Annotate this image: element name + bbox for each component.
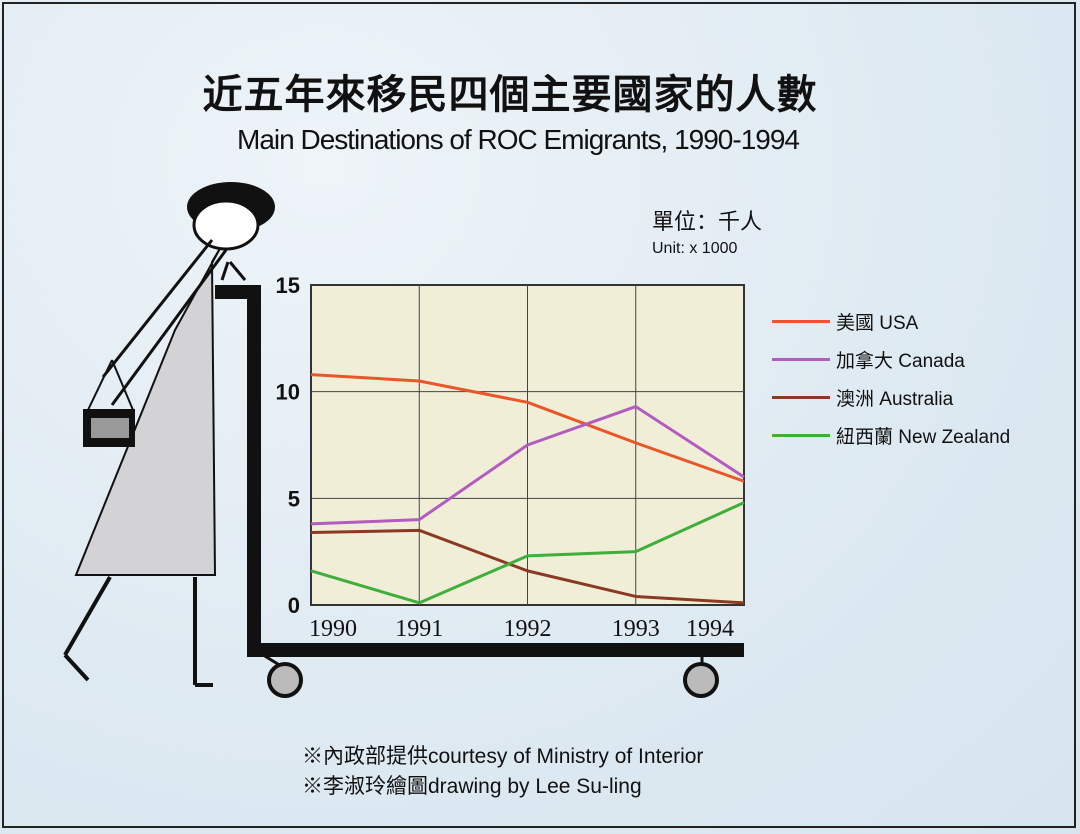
y-tick-label: 15 [276, 273, 300, 298]
legend-swatch-new-zealand [772, 434, 830, 437]
series-lines [310, 373, 745, 605]
legend-item-usa: 美國 USA [772, 306, 1072, 344]
x-tick-label: 1994 [686, 616, 734, 642]
legend-label-canada: 加拿大 Canada [836, 351, 965, 372]
x-axis-ticks: 1990 1991 1992 1993 1994 [309, 616, 734, 642]
x-tick-label: 1990 [309, 616, 357, 642]
legend-item-canada: 加拿大 Canada [772, 344, 1072, 382]
credits: ※內政部提供courtesy of Ministry of Interior ※… [302, 742, 703, 802]
series-line-0 [310, 373, 745, 483]
x-tick-label: 1992 [504, 616, 552, 642]
legend-swatch-usa [772, 320, 830, 323]
x-tick-label: 1991 [395, 616, 443, 642]
y-tick-label: 10 [276, 380, 300, 405]
illustration-figure [63, 182, 275, 687]
legend-swatch-australia [772, 396, 830, 399]
luggage-cart [215, 285, 744, 698]
y-axis-ticks: 0 5 10 15 [276, 273, 300, 618]
series-line-1 [310, 405, 745, 526]
chart-title-chinese: 近五年來移民四個主要國家的人數 [202, 73, 818, 117]
legend-swatch-canada [772, 358, 830, 361]
legend-label-new-zealand: 紐西蘭 New Zealand [836, 427, 1011, 448]
legend: 美國 USA 加拿大 Canada 澳洲 Australia 紐西蘭 New Z… [772, 306, 1072, 458]
unit-label-english: Unit: x 1000 [652, 240, 738, 257]
legend-label-usa: 美國 USA [836, 313, 919, 334]
series-line-3 [310, 501, 745, 605]
legend-item-new-zealand: 紐西蘭 New Zealand [772, 420, 1072, 458]
credit-data-source: ※內政部提供courtesy of Ministry of Interior [302, 745, 704, 768]
credit-illustrator: ※李淑玲繪圖drawing by Lee Su-ling [302, 775, 642, 798]
series-line-2 [310, 528, 745, 605]
y-tick-label: 5 [288, 486, 300, 511]
legend-label-australia: 澳洲 Australia [836, 389, 954, 410]
y-tick-label: 0 [288, 593, 300, 618]
unit-label-chinese: 單位：千人 [652, 209, 763, 234]
x-tick-label: 1993 [612, 616, 660, 642]
legend-item-australia: 澳洲 Australia [772, 382, 1072, 420]
chart-title-english: Main Destinations of ROC Emigrants, 1990… [237, 124, 800, 155]
